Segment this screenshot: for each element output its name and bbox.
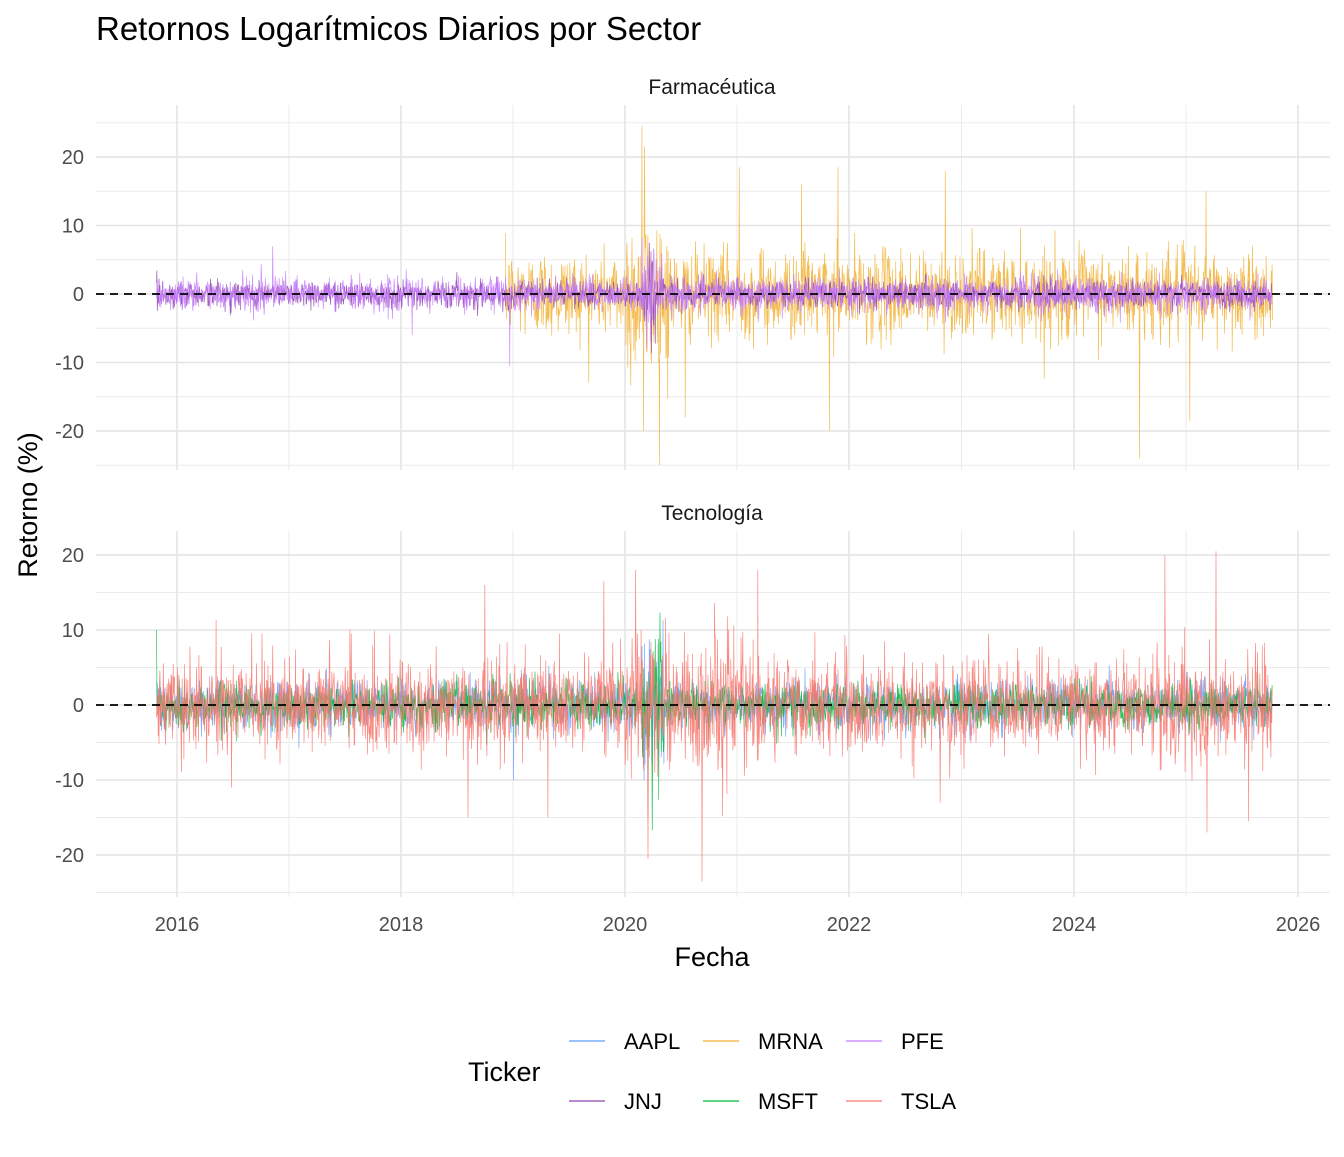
series-line-pfe [156, 237, 1273, 366]
panel-series-farmaceutica [156, 126, 1273, 466]
y-tick-label: 10 [62, 216, 84, 238]
y-tick-label: 0 [73, 695, 84, 717]
panel-title-farmaceutica: Farmacéutica [648, 76, 776, 99]
y-tick-label: -20 [55, 421, 84, 443]
y-tick-label: 0 [73, 284, 84, 306]
chart-title: Retornos Logarítmicos Diarios por Sector [96, 10, 701, 47]
series-line-tsla [156, 551, 1273, 882]
legend-entry-aapl: AAPL [569, 1029, 680, 1054]
legend-label-tsla: TSLA [901, 1089, 956, 1114]
y-tick-label: -20 [55, 845, 84, 867]
legend-label-pfe: PFE [901, 1029, 944, 1054]
x-axis-label: Fecha [674, 942, 750, 972]
panel-title-tecnologia: Tecnología [661, 502, 763, 525]
y-tick-labels-tecnologia: -20 -10 0 10 20 [55, 545, 84, 867]
y-tick-label: -10 [55, 770, 84, 792]
x-tick-label: 2016 [155, 914, 200, 936]
x-tick-label: 2018 [379, 914, 424, 936]
legend-label-msft: MSFT [758, 1089, 818, 1114]
legend-label-jnj: JNJ [624, 1089, 662, 1114]
panel-grid-tecnologia [96, 531, 1330, 897]
legend-entry-jnj: JNJ [569, 1089, 662, 1114]
y-tick-label: 10 [62, 620, 84, 642]
legend-entry-msft: MSFT [703, 1089, 818, 1114]
legend-label-mrna: MRNA [758, 1029, 823, 1054]
panel-tecnologia: Tecnología -20 -10 0 10 20 [55, 502, 1330, 897]
panel-farmaceutica: Farmacéutica -20 -10 0 10 20 [55, 76, 1330, 470]
legend-entry-tsla: TSLA [846, 1089, 956, 1114]
legend-label-aapl: AAPL [624, 1029, 680, 1054]
x-tick-label: 2026 [1276, 914, 1321, 936]
y-tick-label: 20 [62, 147, 84, 169]
y-tick-label: 20 [62, 545, 84, 567]
x-tick-labels: 2016 2018 2020 2022 2024 2026 [155, 914, 1321, 936]
x-tick-label: 2020 [603, 914, 648, 936]
legend-entry-mrna: MRNA [703, 1029, 823, 1054]
y-tick-label: -10 [55, 353, 84, 375]
legend: Ticker AAPL MRNA PFE JNJ MSFT TSLA [468, 1029, 956, 1114]
legend-title: Ticker [468, 1057, 541, 1087]
y-axis-label: Retorno (%) [13, 432, 43, 578]
legend-items: AAPL MRNA PFE JNJ MSFT TSLA [569, 1029, 956, 1114]
y-tick-labels-farmaceutica: -20 -10 0 10 20 [55, 147, 84, 443]
legend-entry-pfe: PFE [846, 1029, 944, 1054]
x-tick-label: 2024 [1052, 914, 1097, 936]
x-tick-label: 2022 [827, 914, 872, 936]
